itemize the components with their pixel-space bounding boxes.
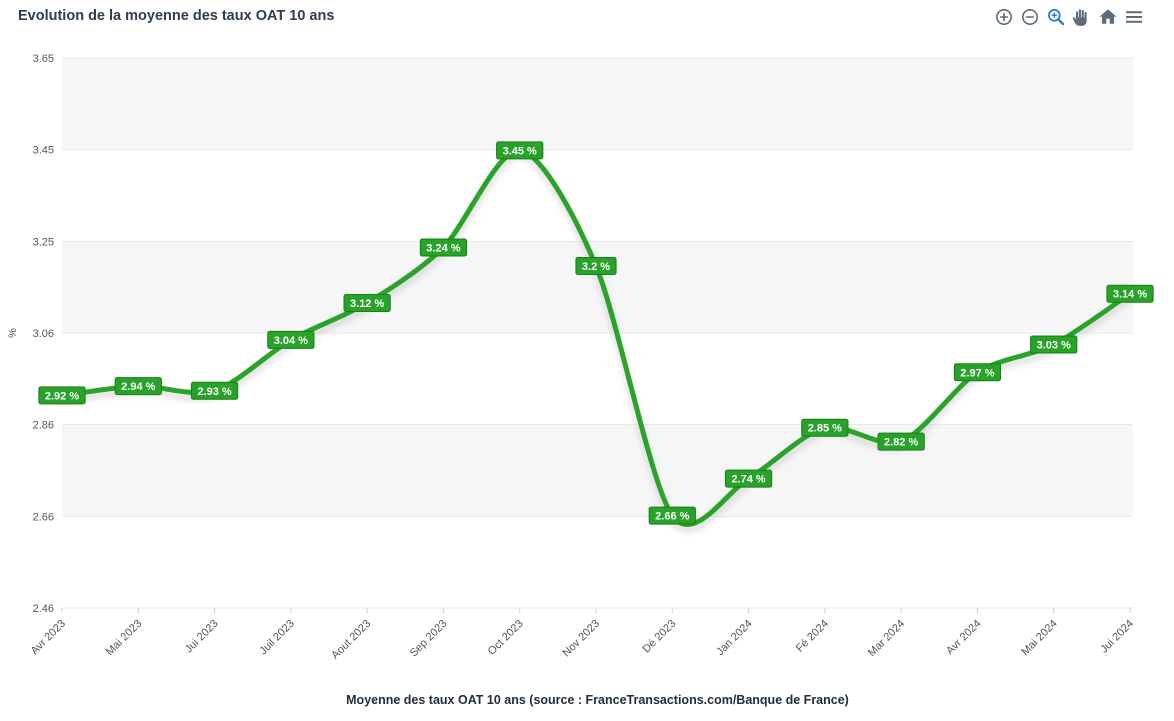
data-label: 3.03 % [1030, 335, 1078, 354]
svg-text:2.97 %: 2.97 % [960, 367, 994, 379]
chart-caption: Moyenne des taux OAT 10 ans (source : Fr… [346, 693, 849, 707]
chart-toolbar [992, 5, 1146, 29]
plot-band [62, 58, 1133, 150]
svg-text:3.14 %: 3.14 % [1113, 289, 1147, 301]
minus-circle-icon [1022, 9, 1038, 25]
data-label: 2.93 % [190, 381, 239, 400]
toolbar-button-zoom-in[interactable] [992, 5, 1016, 29]
chart-svg: 3.65 3.45 3.25 3.06 2.86 2.66 2.46% Avr 2023 Mai… [7, 53, 1154, 662]
chart-title: Evolution de la moyenne des taux OAT 10 … [18, 8, 335, 24]
svg-text:2.74 %: 2.74 % [731, 474, 765, 486]
x-tick-label: Mar 2024 [866, 618, 907, 659]
data-label: 2.85 % [801, 418, 849, 437]
data-label: 3.45 % [496, 141, 544, 160]
svg-text:2.92 %: 2.92 % [45, 390, 79, 402]
svg-text:2.85 %: 2.85 % [808, 423, 842, 435]
x-tick-label: Aout 2023 [329, 618, 373, 662]
plot-band [62, 424, 1133, 517]
toolbar-button-zoom-out[interactable] [1018, 5, 1042, 29]
x-tick-label: Fé 2024 [794, 618, 831, 655]
y-tick-label: 3.65 [33, 53, 54, 65]
data-label: 2.97 % [953, 363, 1002, 382]
data-label: 2.82 % [877, 432, 925, 451]
x-tick-label: Sep 2023 [408, 618, 450, 660]
toolbar-button-menu[interactable] [1122, 5, 1146, 29]
svg-text:3.45 %: 3.45 % [503, 145, 537, 157]
chart-plot-area[interactable]: 3.65 3.45 3.25 3.06 2.86 2.66 2.46% Avr 2023 Mai… [0, 38, 1174, 683]
data-label: 2.74 % [724, 469, 773, 488]
hamburger-icon [1126, 11, 1142, 23]
svg-text:2.82 %: 2.82 % [884, 437, 918, 449]
svg-text:2.94 %: 2.94 % [121, 381, 155, 393]
y-tick-label: 3.25 [33, 236, 54, 248]
plot-band [62, 241, 1133, 333]
svg-text:3.03 %: 3.03 % [1037, 340, 1071, 352]
x-tick-label: Avr 2023 [29, 618, 68, 657]
series-line [59, 147, 1133, 527]
y-axis-title: % [7, 328, 19, 338]
hand-icon [1072, 9, 1087, 26]
y-tick-label: 3.45 [33, 145, 54, 157]
toolbar-button-reset[interactable] [1096, 5, 1120, 29]
data-label: 3.14 % [1106, 284, 1154, 303]
svg-text:3.04 %: 3.04 % [274, 335, 308, 347]
data-label: 3.12 % [343, 293, 391, 312]
x-tick-label: Mai 2023 [104, 618, 144, 658]
y-tick-label: 3.06 [33, 328, 54, 340]
plus-circle-icon [996, 9, 1012, 25]
x-tick-label: Nov 2023 [560, 618, 602, 660]
magnifier-icon [1048, 9, 1065, 26]
toolbar-button-selection-zoom[interactable] [1044, 5, 1068, 29]
data-label: 2.92 % [38, 386, 86, 405]
x-tick-label: Dé 2023 [641, 618, 679, 656]
home-icon [1099, 9, 1117, 24]
svg-text:2.66 %: 2.66 % [655, 511, 689, 523]
x-tick-label: Jui 2023 [183, 618, 221, 656]
data-label: 3.2 % [575, 256, 617, 275]
svg-text:3.24 %: 3.24 % [426, 242, 460, 254]
y-tick-label: 2.46 [33, 603, 54, 615]
toolbar-button-pan[interactable] [1070, 5, 1094, 29]
x-tick-label: Mai 2024 [1019, 618, 1059, 658]
y-tick-label: 2.66 [33, 511, 54, 523]
svg-text:2.93 %: 2.93 % [197, 386, 231, 398]
svg-text:3.2 %: 3.2 % [582, 261, 610, 273]
x-tick-label: Avr 2024 [944, 618, 983, 657]
data-label: 2.94 % [114, 377, 162, 396]
data-label: 3.04 % [267, 330, 315, 349]
y-tick-label: 2.86 [33, 420, 54, 432]
x-tick-label: Jan 2024 [714, 618, 754, 658]
x-tick-label: Jui 2024 [1098, 618, 1136, 656]
svg-text:3.12 %: 3.12 % [350, 298, 384, 310]
data-label: 3.24 % [419, 238, 468, 257]
data-label: 2.66 % [648, 506, 696, 525]
x-tick-label: Juil 2023 [257, 618, 297, 658]
x-tick-label: Oct 2023 [486, 618, 526, 658]
